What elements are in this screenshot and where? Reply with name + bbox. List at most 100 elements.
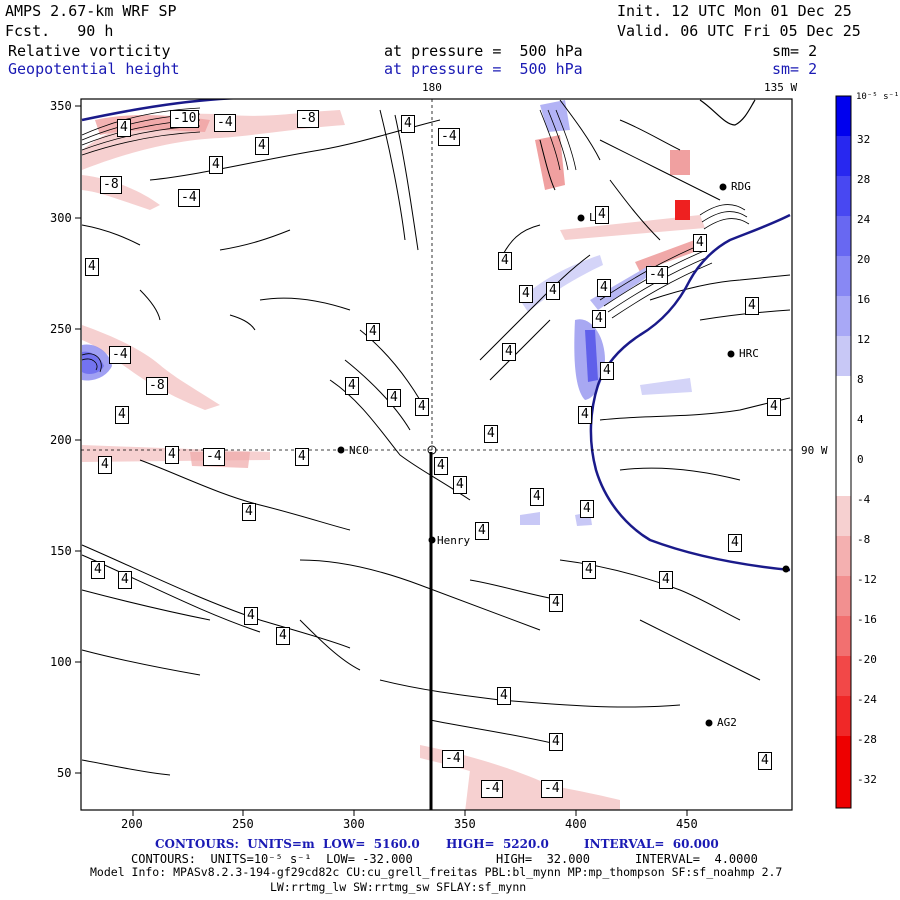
contour-label: 4: [401, 115, 415, 133]
colorbar-tick: -24: [857, 693, 877, 706]
model-title: AMPS 2.67-km WRF SP: [5, 2, 177, 20]
contour-label: -8: [297, 110, 319, 128]
contour-label: 4: [276, 627, 290, 645]
contour-label: -8: [100, 176, 122, 194]
plot-frame: [80, 98, 793, 811]
y-tick-350: 350: [50, 99, 72, 113]
station-hrc: HRC: [739, 347, 759, 360]
station-markers: [337, 183, 790, 727]
field-geopotential: Geopotential height: [8, 60, 180, 78]
station-ag2: AG2: [717, 716, 737, 729]
contour-label: 4: [693, 234, 707, 252]
model-info: Model Info: MPASv8.2.3-194-gf29cd82c CU:…: [90, 865, 783, 879]
colorbar-tick: 24: [857, 213, 871, 226]
colorbar-tick: -32: [857, 773, 877, 786]
x-tick-300: 300: [343, 817, 365, 831]
contours-height-interval: INTERVAL= 60.000: [584, 837, 719, 851]
colorbar-tick: 32: [857, 133, 871, 146]
y-tick-150: 150: [50, 544, 72, 558]
contour-label: 4: [549, 733, 563, 751]
contour-label: -8: [146, 377, 168, 395]
contour-label: -10: [170, 110, 200, 128]
contour-label: -4: [203, 448, 225, 466]
pressure-vorticity: at pressure = 500 hPa: [384, 42, 583, 60]
contour-label: 4: [546, 282, 560, 300]
y-tick-300: 300: [50, 211, 72, 225]
contour-label: 4: [580, 500, 594, 518]
contour-label: 4: [578, 406, 592, 424]
contours-height-low: CONTOURS: UNITS=m LOW= 5160.0: [155, 837, 420, 851]
contour-label: 4: [244, 607, 258, 625]
smoothing-geopotential: sm= 2: [772, 60, 818, 78]
contour-label: 4: [209, 156, 223, 174]
contour-label: 4: [295, 448, 309, 466]
contours-height-high: HIGH= 5220.0: [446, 837, 549, 851]
contour-label: 4: [592, 310, 606, 328]
contours-vorticity-high: HIGH= 32.000: [496, 852, 590, 866]
x-tick-200: 200: [121, 817, 143, 831]
colorbar-tick: 4: [857, 413, 864, 426]
contour-label: 4: [242, 503, 256, 521]
contours-vorticity-interval: INTERVAL= 4.0000: [635, 852, 758, 866]
contour-label: 4: [415, 398, 429, 416]
contour-label: 4: [255, 137, 269, 155]
colorbar-tick: 28: [857, 173, 871, 186]
contour-label: -4: [438, 128, 460, 146]
colorbar-unit: 10⁻⁵ s⁻¹: [856, 92, 900, 102]
contour-label: 4: [115, 406, 129, 424]
contour-label: 4: [595, 206, 609, 224]
colorbar-tick: -4: [857, 493, 871, 506]
contour-label: 4: [91, 561, 105, 579]
pressure-geopotential: at pressure = 500 hPa: [384, 60, 583, 78]
station-henry: Henry: [437, 534, 471, 547]
colorbar-tick: -16: [857, 613, 877, 626]
x-tick-450: 450: [676, 817, 698, 831]
x-tick-350: 350: [454, 817, 476, 831]
contour-label: -4: [214, 114, 236, 132]
contour-label: 4: [434, 457, 448, 475]
contour-label: 4: [767, 398, 781, 416]
contour-label: 4: [484, 425, 498, 443]
y-tick-200: 200: [50, 433, 72, 447]
colorbar-tick: -12: [857, 573, 877, 586]
center-marker: [427, 445, 437, 455]
colorbar-tick: -8: [857, 533, 871, 546]
forecast-hour: Fcst. 90 h: [5, 22, 114, 40]
contour-label: 4: [549, 594, 563, 612]
contour-label: 4: [453, 476, 467, 494]
station-rdg: RDG: [731, 180, 751, 193]
colorbar-tick: 16: [857, 293, 871, 306]
contour-label: 4: [498, 252, 512, 270]
contour-label: 4: [659, 571, 673, 589]
contour-label: -4: [541, 780, 563, 798]
contour-label: 4: [118, 571, 132, 589]
contour-label: 4: [475, 522, 489, 540]
contours-vorticity-low: CONTOURS: UNITS=10⁻⁵ s⁻¹ LOW= -32.000: [131, 852, 413, 866]
contour-label: 4: [597, 279, 611, 297]
contour-label: 4: [345, 377, 359, 395]
x-tick-400: 400: [565, 817, 587, 831]
colorbar-tick: 0: [857, 453, 864, 466]
init-time: Init. 12 UTC Mon 01 Dec 25: [617, 2, 852, 20]
contour-label: 4: [117, 119, 131, 137]
lon-label-135w: 135 W: [764, 81, 798, 94]
contour-label: 4: [98, 456, 112, 474]
contour-label: 4: [366, 323, 380, 341]
colorbar-tick: -20: [857, 653, 877, 666]
contour-label: -4: [178, 189, 200, 207]
colorbar: [835, 95, 852, 809]
coastline: [699, 99, 756, 126]
axis-ticks: [75, 105, 688, 816]
contour-label: 4: [85, 258, 99, 276]
contour-label: 4: [582, 561, 596, 579]
contour-label: 4: [530, 488, 544, 506]
contour-label: 4: [758, 752, 772, 770]
contour-label: 4: [728, 534, 742, 552]
lon-label-90w: 90 W: [801, 444, 828, 457]
station-nco: NCO: [349, 444, 369, 457]
contour-label: 4: [600, 362, 614, 380]
valid-time: Valid. 06 UTC Fri 05 Dec 25: [617, 22, 861, 40]
colorbar-tick: 8: [857, 373, 864, 386]
y-tick-250: 250: [50, 322, 72, 336]
contour-label: 4: [165, 446, 179, 464]
